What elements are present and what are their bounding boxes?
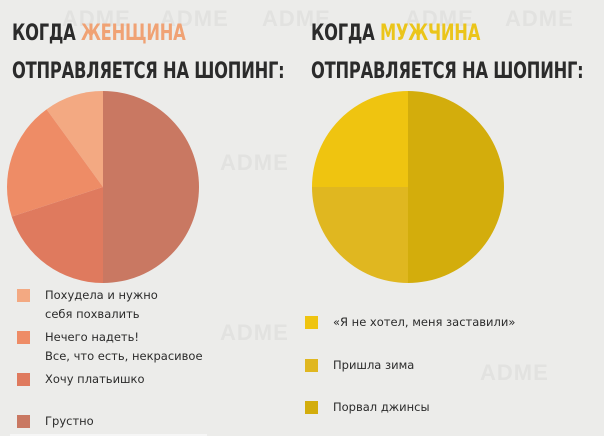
- legend-label-line: Похудела и нужно: [45, 288, 158, 302]
- legend-swatch: [305, 359, 318, 372]
- legend-label-line: себя похвалить: [45, 307, 140, 321]
- legend-label-line: Все, что есть, некрасивое: [45, 349, 203, 363]
- legend-label: Пришла зима: [333, 356, 414, 375]
- legend-label-line: Хочу платьишко: [45, 372, 145, 386]
- legend-label-line: Грустно: [45, 414, 94, 428]
- pie-slice: [103, 91, 199, 283]
- pie-slice: [408, 91, 504, 283]
- legend-label-line: Пришла зима: [333, 358, 415, 372]
- legend-label: Нечего надеть! Все, что есть, некрасивое: [45, 328, 203, 366]
- legend-swatch: [17, 415, 30, 428]
- bottom-strip: [10, 434, 207, 436]
- legend-item: Грустно: [17, 412, 94, 431]
- woman-title-line1: КОГДА ЖЕНЩИНА: [12, 21, 186, 47]
- legend-label-line: Порвал джинсы: [333, 400, 430, 414]
- legend-item: Нечего надеть! Все, что есть, некрасивое: [17, 328, 203, 366]
- legend-label: «Я не хотел, меня заставили»: [333, 313, 515, 332]
- man-panel: КОГДА МУЖЧИНА ОТПРАВЛЯЕТСЯ НА ШОПИНГ: «Я…: [302, 0, 604, 436]
- woman-pie-chart: [6, 91, 199, 283]
- title-accent-man: МУЖЧИНА: [379, 21, 481, 46]
- title-accent-woman: ЖЕНЩИНА: [80, 21, 186, 46]
- pie-slice: [312, 187, 408, 283]
- pie-slice: [46, 91, 103, 187]
- woman-panel: КОГДА ЖЕНЩИНА ОТПРАВЛЯЕТСЯ НА ШОПИНГ: По…: [6, 21, 285, 431]
- legend-label: Похудела и нужно себя похвалить: [45, 286, 158, 324]
- legend-swatch: [17, 289, 30, 302]
- man-pie-chart: [312, 91, 504, 283]
- title-prefix: КОГДА: [311, 21, 375, 46]
- legend-item: Пришла зима: [305, 356, 414, 375]
- woman-title-line2: ОТПРАВЛЯЕТСЯ НА ШОПИНГ:: [12, 59, 285, 84]
- legend-swatch: [305, 316, 318, 329]
- legend-swatch: [305, 401, 318, 414]
- pie-slice: [312, 91, 408, 187]
- man-title-line1: КОГДА МУЖЧИНА: [311, 21, 480, 47]
- man-title-line2: ОТПРАВЛЯЕТСЯ НА ШОПИНГ:: [311, 59, 584, 84]
- title-prefix: КОГДА: [12, 21, 76, 46]
- legend-swatch: [17, 331, 30, 344]
- legend-label-line: Нечего надеть!: [45, 330, 140, 344]
- legend-item: Похудела и нужно себя похвалить: [17, 286, 158, 324]
- legend-item: «Я не хотел, меня заставили»: [305, 313, 515, 332]
- legend-swatch: [17, 373, 30, 386]
- legend-label: Грустно: [45, 412, 94, 431]
- legend-item: Порвал джинсы: [305, 398, 430, 417]
- legend-label: Порвал джинсы: [333, 398, 430, 417]
- pie-slice: [6, 109, 103, 217]
- pie-slice: [11, 187, 104, 283]
- legend-label: Хочу платьишко: [45, 370, 145, 389]
- legend-item: Хочу платьишко: [17, 370, 145, 389]
- legend-label-line: «Я не хотел, меня заставили»: [333, 315, 516, 329]
